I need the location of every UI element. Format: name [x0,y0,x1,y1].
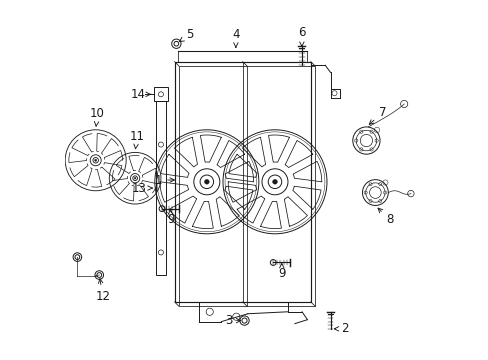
Text: 4: 4 [232,28,239,47]
Text: 14: 14 [130,88,151,101]
Text: 11: 11 [129,130,144,149]
Text: 2: 2 [334,322,348,335]
Text: 6: 6 [298,27,305,46]
Text: 5: 5 [179,28,193,42]
Text: 9: 9 [278,264,285,280]
Text: 7: 7 [368,106,386,125]
Circle shape [94,159,97,161]
Text: 3: 3 [224,314,240,327]
Bar [174,62,310,302]
Text: 1: 1 [154,174,174,186]
Circle shape [204,179,209,184]
Text: 9: 9 [166,210,174,226]
Bar [154,87,167,101]
Text: 13: 13 [131,181,152,194]
Bar [156,101,165,275]
Text: 10: 10 [90,107,105,126]
Text: 8: 8 [377,208,393,226]
Text: 12: 12 [95,279,110,303]
Bar [179,66,314,306]
Circle shape [272,179,277,184]
Circle shape [134,177,136,179]
